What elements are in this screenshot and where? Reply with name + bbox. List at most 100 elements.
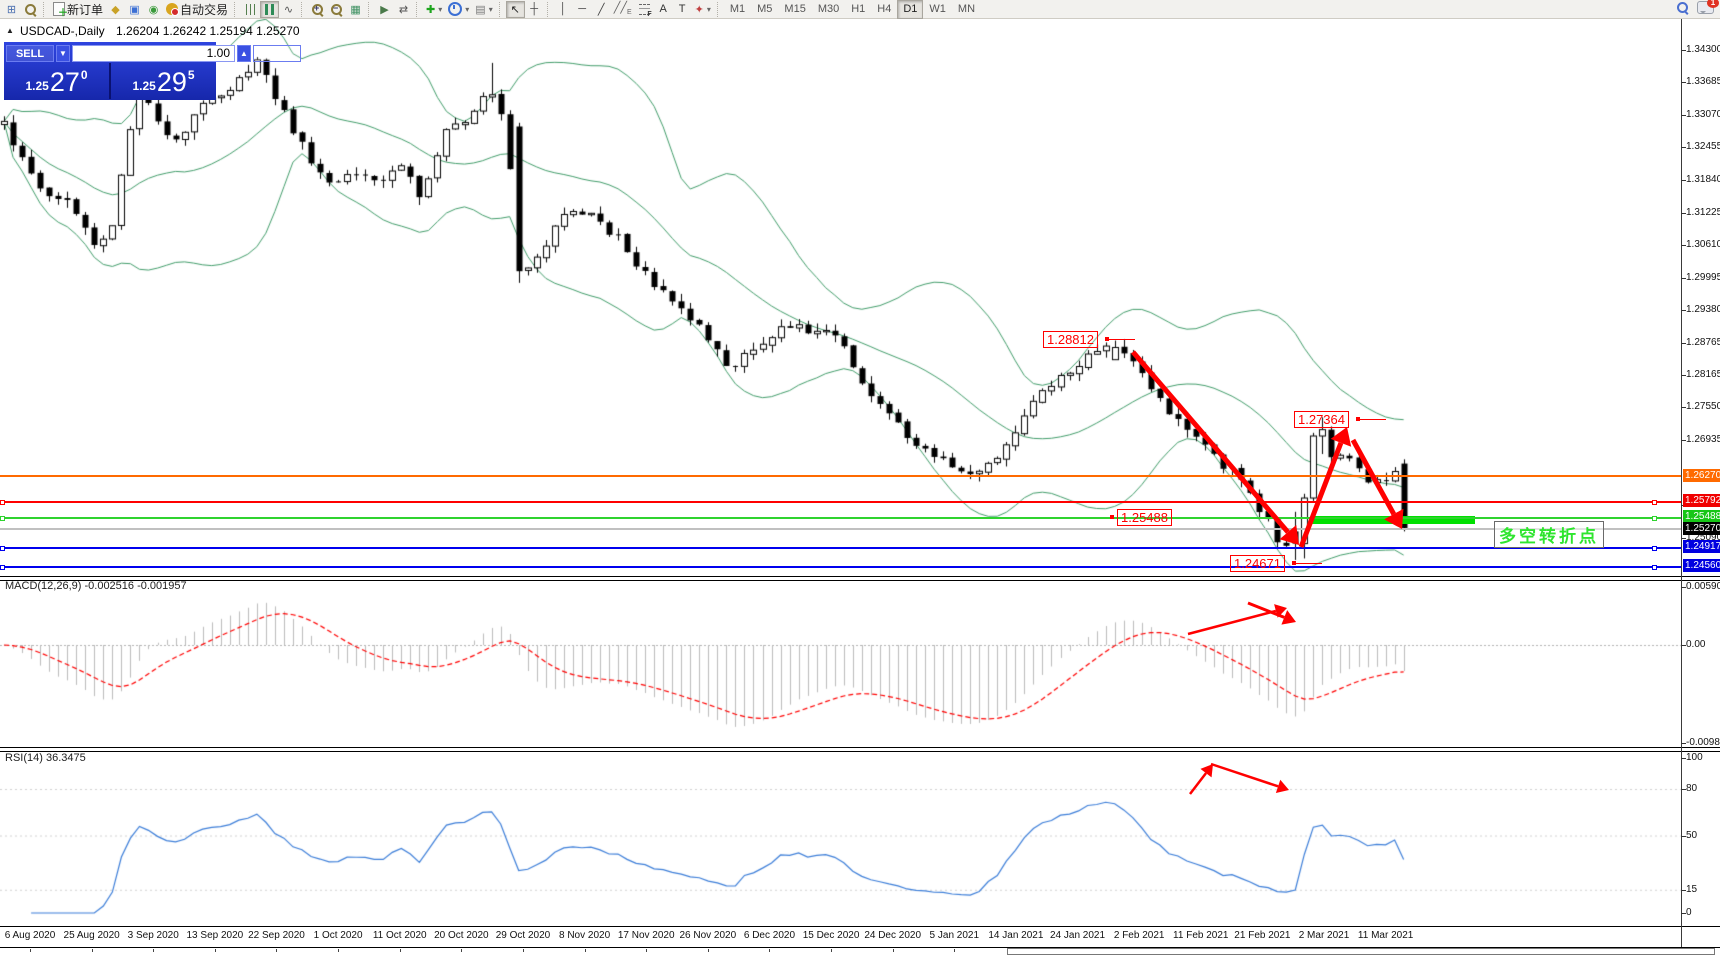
timeframe-d1[interactable]: D1 bbox=[897, 0, 924, 19]
price-badge-1.25488: 1.25488 bbox=[1683, 510, 1720, 523]
price-annotation-1.25488[interactable]: 1.25488 bbox=[1117, 509, 1172, 526]
volume-decrease-button[interactable]: ▼ bbox=[56, 44, 70, 62]
macd-label: MACD(12,26,9) -0.002516 -0.001957 bbox=[5, 580, 187, 592]
rsi-label: RSI(14) 36.3475 bbox=[5, 752, 86, 764]
chart-shift-button[interactable]: ⇄ bbox=[394, 1, 413, 18]
zoom-in-button[interactable]: + bbox=[308, 1, 327, 18]
rsi-pane-canvas[interactable] bbox=[0, 750, 1681, 926]
candle-chart-button[interactable] bbox=[260, 0, 280, 18]
line-chart-button[interactable]: ∿ bbox=[279, 1, 298, 18]
date-tick bbox=[400, 949, 401, 952]
date-label: 24 Jan 2021 bbox=[1050, 930, 1106, 941]
autotrading-button[interactable]: 自动交易 bbox=[163, 1, 231, 18]
profiles-button[interactable] bbox=[21, 1, 40, 18]
date-label: 14 Jan 2021 bbox=[988, 930, 1044, 941]
buy-price-small: 1.25 bbox=[132, 79, 156, 93]
crosshair-icon: ┼ bbox=[530, 3, 539, 15]
volume-input[interactable] bbox=[72, 44, 235, 62]
hline-handle[interactable] bbox=[1652, 500, 1657, 505]
volume-increase-button[interactable]: ▲ bbox=[237, 44, 251, 62]
hline-handle[interactable] bbox=[0, 500, 5, 505]
axis-tick-label: 1.27550 bbox=[1686, 401, 1720, 412]
hline-handle[interactable] bbox=[0, 516, 5, 521]
date-label: 6 Aug 2020 bbox=[4, 930, 56, 941]
text-label-button[interactable]: T bbox=[673, 1, 692, 18]
turn-point-text[interactable]: 多空转折点 bbox=[1494, 521, 1604, 548]
macd-pane-separator[interactable] bbox=[0, 576, 1720, 581]
terminal-icon: ▣ bbox=[129, 3, 140, 16]
axis-tick-label: 1.29380 bbox=[1686, 304, 1720, 315]
hline-handle[interactable] bbox=[1652, 565, 1657, 570]
axis-tick-label: 1.33685 bbox=[1686, 76, 1720, 87]
window-bottom-border bbox=[0, 947, 1720, 948]
hline-handle[interactable] bbox=[0, 546, 5, 551]
terminal-button[interactable]: ▣ bbox=[125, 1, 144, 18]
axis-tick-label: 1.32455 bbox=[1686, 141, 1720, 152]
timeframe-m30[interactable]: M30 bbox=[817, 3, 840, 15]
hline-1.24560[interactable] bbox=[0, 566, 1681, 568]
auto-scroll-button[interactable]: ▶ bbox=[375, 1, 394, 18]
zoom-out-button[interactable]: − bbox=[327, 1, 346, 18]
new-chart-button[interactable]: ⊞ bbox=[2, 1, 21, 18]
price-annotation-tail bbox=[1108, 339, 1135, 340]
fibonacci-button[interactable]: F bbox=[635, 1, 654, 18]
search-icon[interactable] bbox=[1676, 1, 1689, 15]
timeframe-h4[interactable]: H4 bbox=[877, 3, 892, 15]
macd-pane-canvas[interactable] bbox=[0, 579, 1681, 747]
periods-button[interactable]: ▾ bbox=[445, 1, 472, 18]
tile-windows-icon: ▦ bbox=[350, 3, 361, 16]
bar-chart-button[interactable] bbox=[241, 1, 260, 18]
notifications-icon[interactable]: 1 bbox=[1697, 0, 1719, 14]
metaeditor-button[interactable]: ◆ bbox=[106, 1, 125, 18]
timeframe-m15[interactable]: M15 bbox=[784, 3, 806, 15]
axis-tick-mark bbox=[1681, 440, 1686, 441]
price-annotation-1.24671[interactable]: 1.24671 bbox=[1230, 555, 1285, 572]
tile-windows-button[interactable]: ▦ bbox=[346, 1, 365, 18]
templates-button[interactable]: ▤ ▾ bbox=[472, 1, 495, 18]
timeframe-mn[interactable]: MN bbox=[957, 3, 976, 15]
templates-button-dropdown-icon: ▾ bbox=[488, 4, 493, 14]
timeframe-m5[interactable]: M5 bbox=[757, 3, 773, 15]
timeframe-h1[interactable]: H1 bbox=[851, 3, 866, 15]
axis-tick-mark bbox=[1681, 278, 1686, 279]
sell-price[interactable]: 1.25 27 0 bbox=[4, 63, 109, 99]
crosshair-button[interactable]: ┼ bbox=[525, 1, 544, 18]
hline-handle[interactable] bbox=[1652, 516, 1657, 521]
indicators-button-dropdown-icon: ▾ bbox=[438, 4, 443, 14]
hline-1.26270[interactable] bbox=[0, 475, 1681, 477]
price-annotation-1.27364[interactable]: 1.27364 bbox=[1294, 411, 1349, 428]
cursor-button[interactable]: ↖ bbox=[505, 0, 525, 18]
buy-price-big: 29 bbox=[156, 67, 187, 97]
one-click-toggle[interactable]: ▲ bbox=[6, 26, 14, 35]
hline-1.25792[interactable] bbox=[0, 501, 1681, 503]
arrows-button[interactable]: ✦ ▾ bbox=[692, 1, 714, 18]
sell-button[interactable]: SELL bbox=[6, 44, 54, 62]
price-divider bbox=[109, 63, 111, 99]
timeframe-w1[interactable]: W1 bbox=[929, 3, 946, 15]
axis-tick-label: 1.26935 bbox=[1686, 434, 1720, 445]
text-button[interactable]: A bbox=[654, 1, 673, 18]
rsi-pane-separator[interactable] bbox=[0, 747, 1720, 752]
buy-price[interactable]: 1.25 29 5 bbox=[111, 63, 216, 99]
timeframe-m1[interactable]: M1 bbox=[729, 3, 746, 15]
indicators-button[interactable]: ✚ ▾ bbox=[423, 1, 445, 18]
price-annotation-1.28812[interactable]: 1.28812 bbox=[1043, 331, 1098, 348]
signals-button[interactable]: ◉ bbox=[144, 1, 163, 18]
horizontal-line-button[interactable]: ─ bbox=[573, 1, 592, 18]
buy-button[interactable]: BUY bbox=[253, 44, 301, 62]
hline-handle[interactable] bbox=[1652, 546, 1657, 551]
hline-1.25270[interactable] bbox=[0, 528, 1681, 530]
rsi-axis-label: 50 bbox=[1686, 830, 1698, 841]
equidistant-channel-button[interactable]: ╱╱E bbox=[611, 1, 635, 18]
date-tick bbox=[708, 949, 709, 952]
hline-handle[interactable] bbox=[0, 565, 5, 570]
vertical-line-button[interactable]: │ bbox=[554, 1, 573, 18]
hline-1.24917[interactable] bbox=[0, 547, 1681, 549]
rsi-axis-label: 15 bbox=[1686, 884, 1698, 895]
axis-tick-label: 1.31225 bbox=[1686, 207, 1720, 218]
trendline-button[interactable]: ╱ bbox=[592, 1, 611, 18]
main-chart-canvas[interactable] bbox=[0, 19, 1681, 576]
price-annotation-anchor bbox=[1110, 515, 1114, 519]
hline-1.25488[interactable] bbox=[0, 517, 1681, 519]
new-order-button[interactable]: ＋新订单 bbox=[50, 1, 106, 19]
